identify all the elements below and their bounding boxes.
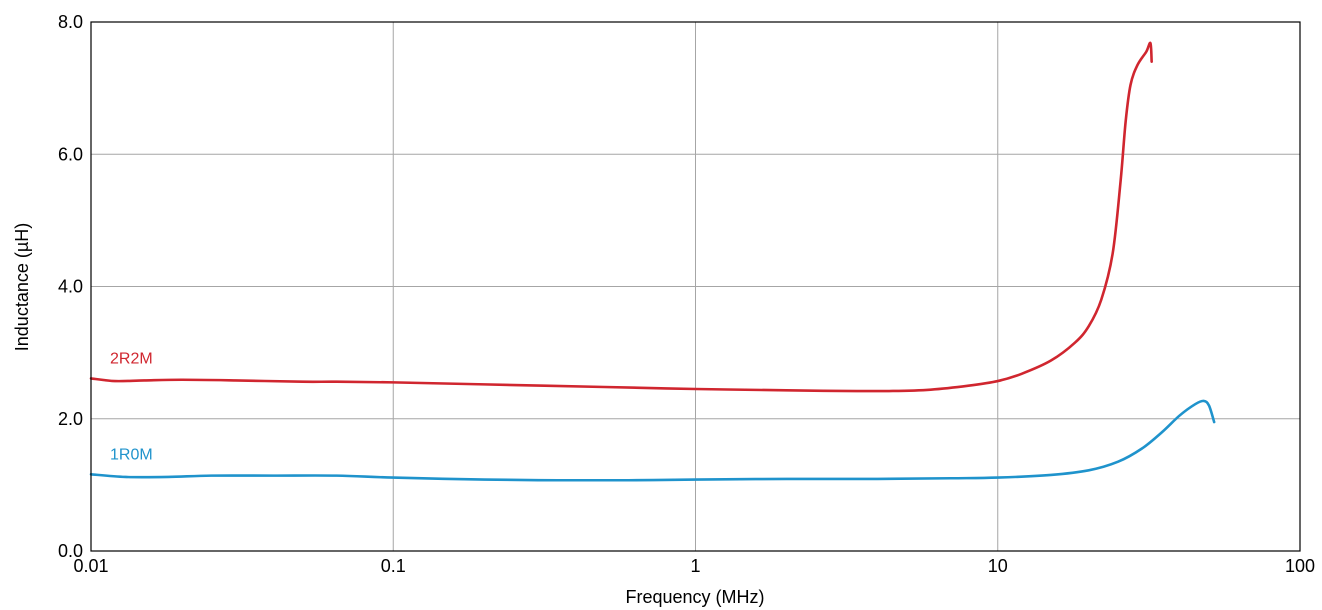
series-label-1r0m: 1R0M	[110, 446, 153, 463]
y-axis-ticks: 0.0 2.0 4.0 6.0 8.0	[58, 12, 83, 561]
x-tick-label: 0.1	[381, 556, 406, 576]
x-tick-label: 0.01	[73, 556, 108, 576]
plot-area-frame	[90, 21, 1301, 552]
x-tick-label: 10	[988, 556, 1008, 576]
y-tick-label: 0.0	[58, 541, 83, 561]
series-line-2r2m	[89, 41, 1153, 393]
y-tick-label: 4.0	[58, 277, 83, 297]
series-lines	[89, 41, 1216, 482]
y-tick-label: 2.0	[58, 409, 83, 429]
x-axis-label: Frequency (MHz)	[625, 587, 764, 607]
y-tick-label: 6.0	[58, 144, 83, 164]
grid	[91, 22, 1300, 551]
x-tick-label: 1	[690, 556, 700, 576]
series-labels: 2R2M 1R0M	[110, 350, 153, 463]
x-tick-label: 100	[1285, 556, 1315, 576]
y-tick-label: 8.0	[58, 12, 83, 32]
x-axis-ticks: 0.01 0.1 1 10 100	[73, 556, 1315, 576]
series-line-1r0m	[89, 399, 1216, 482]
y-axis-label: Inductance (µH)	[12, 223, 32, 351]
series-label-2r2m: 2R2M	[110, 350, 153, 367]
